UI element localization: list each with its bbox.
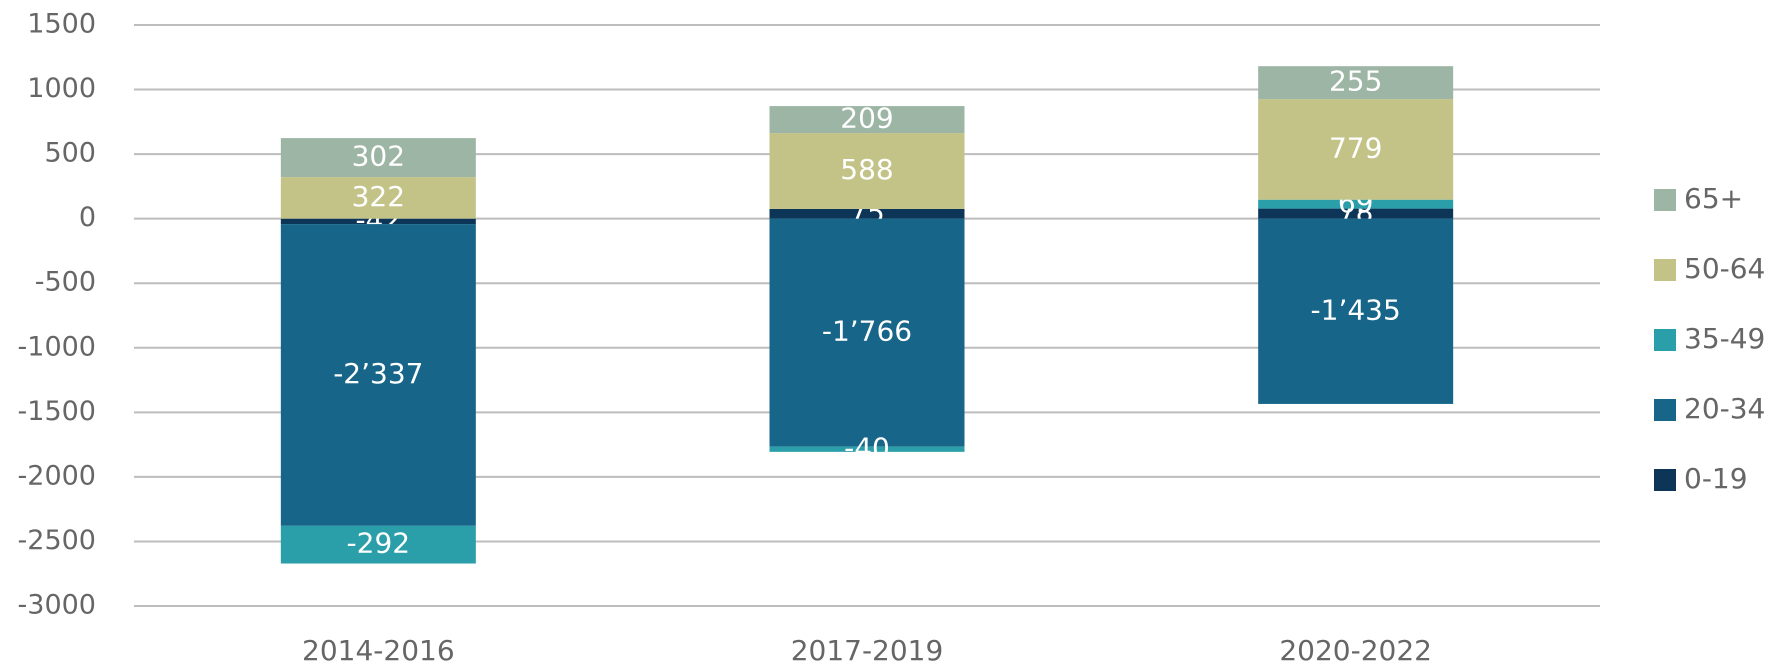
data-label: 588 [840,153,893,186]
data-label: 779 [1329,131,1382,164]
bar-segment [1258,199,1454,209]
x-tick-label: 2014-2016 [302,634,455,667]
x-tick-label: 2020-2022 [1279,634,1432,667]
y-tick-label: -2500 [18,525,96,556]
legend-swatch [1654,399,1676,421]
x-tick-label: 2017-2019 [791,634,944,667]
y-tick-label: -3000 [18,590,96,621]
bar-segment [769,106,965,134]
bar-segment [280,177,476,219]
bar-segment [769,133,965,209]
bar-segment [1258,99,1454,200]
bar-segment [769,446,965,452]
bar-segment [280,218,476,225]
data-label: 255 [1329,65,1382,98]
bar-segment [1258,218,1454,404]
data-label: 302 [352,140,405,173]
data-label: -292 [347,527,411,560]
bar-segment [280,138,476,178]
data-label: 209 [840,102,893,135]
legend-label: 20-34 [1684,392,1765,425]
y-tick-label: -1500 [18,396,96,427]
bar-segment [1258,66,1454,100]
legend-swatch [1654,189,1676,211]
legend-label: 50-64 [1684,252,1765,285]
legend-label: 0-19 [1684,462,1748,495]
bar-segment [769,218,965,447]
y-tick-label: 0 [79,202,96,233]
y-tick-label: 1500 [27,9,96,40]
legend-swatch [1654,259,1676,281]
y-tick-label: -2000 [18,460,96,491]
legend-label: 65+ [1684,182,1743,215]
bar-segment [280,525,476,564]
legend-label: 35-49 [1684,322,1765,355]
data-label: -2’337 [333,357,423,390]
bar-segment [769,208,965,219]
legend-swatch [1654,469,1676,491]
data-label: -40 [844,431,890,464]
y-tick-label: -500 [35,267,96,298]
y-tick-label: 500 [44,138,96,169]
data-label: -1’766 [822,315,912,348]
data-label: 322 [352,180,405,213]
bar-segment [1258,208,1454,219]
data-label: -1’435 [1311,293,1401,326]
legend-swatch [1654,329,1676,351]
bar-segment [280,224,476,526]
y-tick-label: -1000 [18,331,96,362]
y-tick-label: 1000 [27,73,96,104]
